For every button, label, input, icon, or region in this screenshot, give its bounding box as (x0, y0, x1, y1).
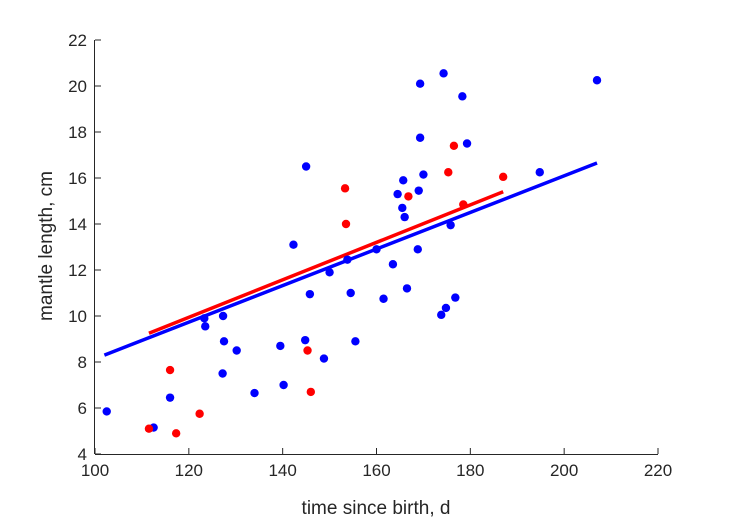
x-tick-label: 100 (81, 461, 109, 480)
red-data-point (341, 219, 351, 229)
blue-data-point (413, 245, 422, 254)
blue-data-point (451, 293, 460, 302)
y-axis-label: mantle length, cm (36, 171, 57, 321)
x-tick-label: 160 (362, 461, 390, 480)
x-tick-label: 200 (550, 461, 578, 480)
y-tick-label: 12 (68, 261, 87, 280)
x-axis-label: time since birth, d (302, 498, 451, 519)
blue-data-point (343, 255, 352, 264)
x-tick-label: 220 (644, 461, 672, 480)
blue-data-point (400, 212, 409, 222)
red-data-point (306, 387, 316, 397)
red-data-point (498, 172, 508, 182)
x-tick-label: 120 (175, 461, 203, 480)
red-data-point (303, 346, 312, 355)
blue-data-point (319, 354, 329, 363)
blue-data-point (419, 170, 428, 179)
blue-data-point (446, 220, 455, 230)
blue-data-point (415, 79, 425, 88)
y-tick-label: 8 (78, 353, 87, 372)
y-tick-label: 6 (78, 399, 87, 418)
y-tick-label: 16 (68, 169, 87, 188)
blue-data-point (325, 268, 334, 277)
blue-data-point (218, 311, 228, 321)
blue-data-point (289, 240, 298, 249)
blue-data-point (393, 189, 402, 199)
blue-data-point (399, 176, 408, 185)
y-tick-label: 20 (68, 77, 87, 96)
blue-data-point (388, 260, 398, 269)
blue-data-point (200, 314, 209, 323)
blue-data-point (372, 245, 381, 254)
red-data-point (449, 141, 459, 150)
red-data-point (340, 184, 350, 193)
blue-data-point (219, 337, 229, 346)
y-tick-label: 10 (68, 307, 87, 326)
blue-data-point (437, 310, 446, 320)
red-data-point (165, 365, 175, 375)
blue-data-point (462, 139, 472, 148)
blue-data-point (398, 203, 407, 213)
blue-data-point (218, 369, 227, 378)
blue-data-point (415, 133, 425, 142)
blue-data-point (439, 69, 448, 78)
y-tick-label: 22 (68, 31, 87, 50)
blue-data-point (232, 346, 241, 355)
blue-data-point (165, 393, 175, 402)
blue-data-point (305, 289, 315, 299)
y-tick-label: 14 (68, 215, 87, 234)
x-tick-label: 140 (268, 461, 296, 480)
blue-data-point (402, 284, 412, 293)
blue-data-point (301, 162, 311, 171)
blue-data-point (276, 341, 285, 351)
blue-data-point (379, 294, 388, 303)
red-data-point (144, 424, 154, 433)
blue-data-point (201, 322, 210, 331)
red-data-point (195, 409, 204, 418)
y-tick-label: 18 (68, 123, 87, 142)
blue-data-point (102, 407, 111, 416)
blue-data-point (441, 303, 451, 313)
blue-data-point (346, 288, 355, 298)
blue-data-point (535, 168, 544, 177)
blue-data-point (300, 335, 310, 345)
blue-data-point (414, 186, 423, 195)
blue-data-point (458, 92, 467, 101)
x-tick-label: 180 (456, 461, 484, 480)
blue-data-point (250, 388, 259, 398)
red-data-point (444, 168, 453, 177)
blue-data-point (592, 76, 602, 85)
blue-data-point (279, 380, 288, 390)
red-data-point (404, 192, 413, 201)
data-points (102, 69, 602, 438)
red-data-point (459, 200, 468, 209)
axes: 100 120 140 160 180 200 220 4 6 8 10 12 14 16 18 20 22 (68, 31, 672, 480)
blue-data-point (351, 337, 360, 346)
red-data-point (171, 429, 181, 438)
red-fit-line (148, 190, 504, 335)
y-tick-label: 4 (78, 445, 87, 464)
